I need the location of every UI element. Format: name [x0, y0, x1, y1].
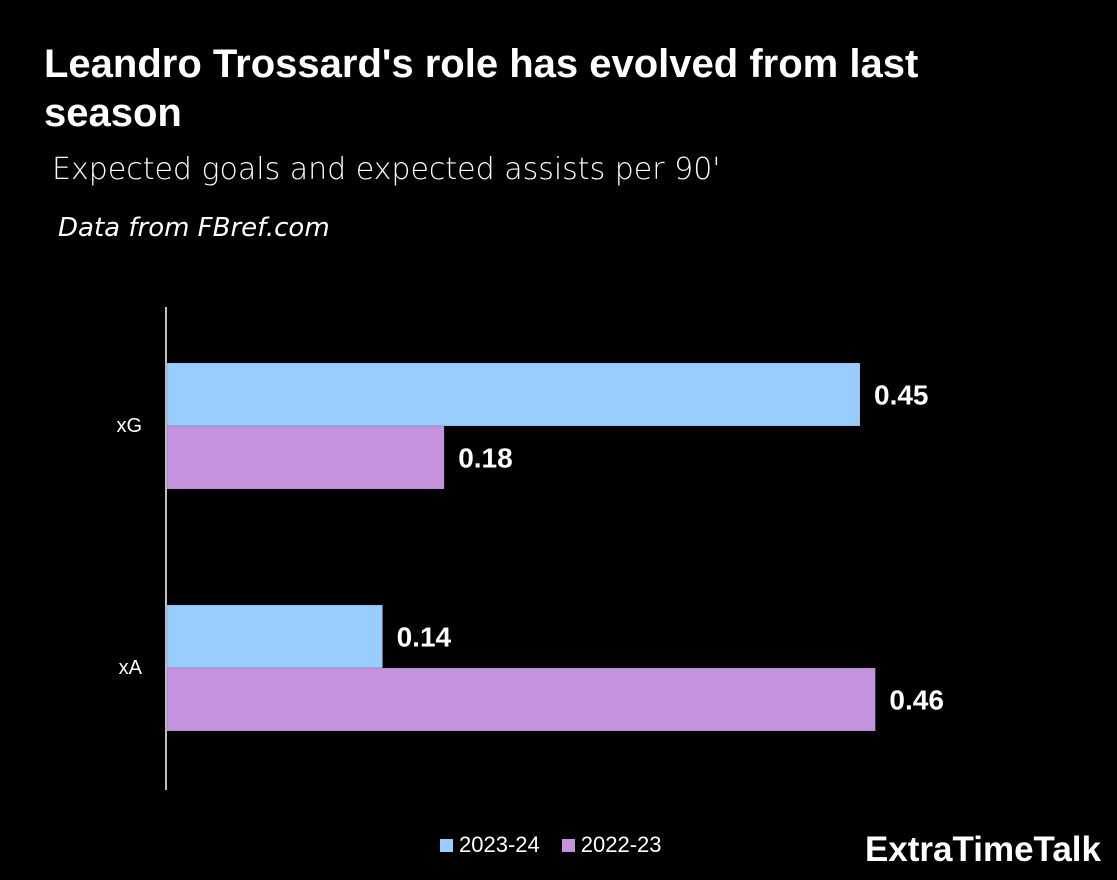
- legend-swatch-2023-24: [440, 838, 453, 852]
- bar-xa-2023-24: [166, 604, 383, 669]
- legend-item-2023-24: 2023-24: [440, 832, 540, 858]
- y-tick-label-xg: xG: [116, 415, 142, 437]
- legend-label-2022-23: 2022-23: [580, 832, 662, 857]
- data-label-xa-2023-24: 0.14: [397, 622, 452, 653]
- bar-xa-2022-23: [166, 667, 876, 732]
- legend-swatch-2022-23: [561, 838, 575, 852]
- bar-xg-2022-23: [166, 425, 445, 490]
- data-label-xg-2022-23: 0.18: [458, 443, 513, 474]
- y-tick-label-xa: xA: [119, 657, 143, 679]
- data-label-xg-2023-24: 0.45: [874, 380, 929, 411]
- legend-label-2023-24: 2023-24: [459, 832, 540, 857]
- brand-logo-text: ExtraTimeTalk: [864, 830, 1101, 869]
- chart-title: Leandro Trossard's role has evolved from…: [44, 42, 919, 135]
- chart-subtitle: Expected goals and expected assists per …: [52, 152, 721, 187]
- data-source-note: Data from FBref.com: [58, 213, 330, 243]
- chart-legend: 2023-24 2022-23: [440, 832, 662, 858]
- bar-xg-2023-24: [166, 362, 861, 427]
- legend-item-2022-23: 2022-23: [561, 832, 662, 858]
- data-label-xa-2022-23: 0.46: [889, 685, 944, 716]
